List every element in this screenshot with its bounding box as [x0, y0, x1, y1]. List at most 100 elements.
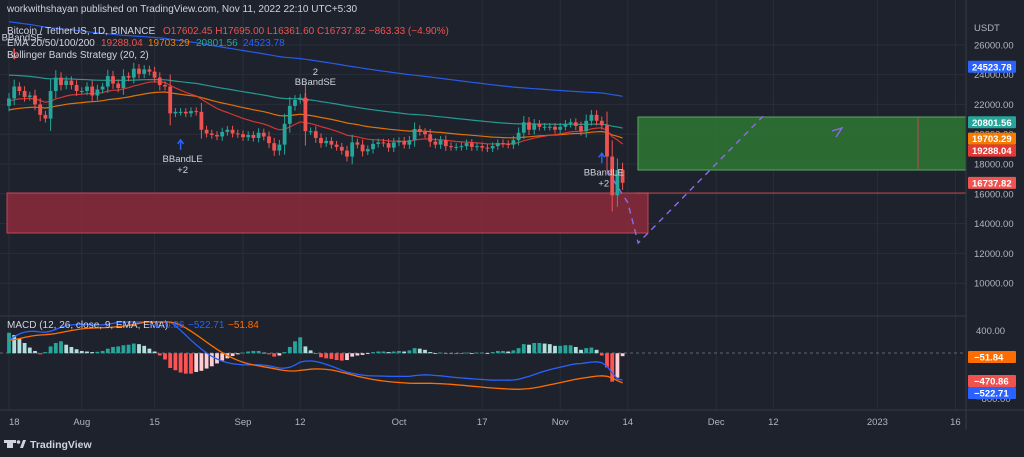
macd-histogram-bar [189, 353, 193, 374]
candle-body [246, 134, 251, 138]
macd-histogram-bar [527, 344, 531, 354]
candle-body [339, 146, 344, 151]
macd-histogram-bar [365, 353, 370, 355]
macd-histogram-bar [433, 353, 438, 355]
macd-histogram-bar [267, 353, 271, 355]
candle-body [542, 126, 547, 128]
macd-histogram-bar [168, 353, 173, 368]
macd-histogram-bar [417, 348, 422, 354]
candle-body [334, 144, 339, 147]
candle-body [215, 134, 219, 137]
candle-body [303, 97, 308, 132]
ema200-value: 24523.78 [243, 38, 285, 49]
candle-body [568, 122, 573, 124]
macd-histogram-bar [131, 343, 136, 354]
candle-body [287, 105, 292, 124]
macd-histogram-bar [537, 343, 542, 354]
price-tick-label: 18000.00 [974, 160, 1014, 171]
macd-histogram-bar [339, 353, 344, 361]
candle-body [547, 126, 552, 128]
macd-histogram-bar [22, 343, 27, 354]
price-badge [968, 60, 1016, 73]
ema20-line [8, 81, 623, 145]
macd-legend[interactable]: MACD (12, 26, close, 9, EMA, EMA) −470.8… [7, 320, 259, 331]
price-badge-value: 16737.82 [972, 178, 1012, 189]
annotation-label: BBandSE [2, 33, 43, 44]
candle-body [391, 142, 396, 148]
candle-body [194, 111, 199, 113]
candle-body [365, 149, 370, 152]
candle-body [454, 146, 459, 148]
macd-histogram-bar [287, 346, 292, 354]
price-axis: 10000.00 12000.00 14000.00 16000.00 18000.00… [974, 40, 1014, 289]
time-tick-label: 14 [623, 417, 634, 428]
macd-histogram-bar [199, 353, 204, 371]
macd-histogram-bar [293, 341, 297, 354]
ema20-value: 19288.04 [101, 38, 143, 49]
candle-body [501, 143, 505, 145]
macd-histogram-bar [220, 353, 225, 361]
candle-body [412, 128, 417, 141]
candle-body [469, 143, 474, 147]
candle-body [480, 146, 485, 148]
candle-body [381, 142, 386, 144]
candle-body [506, 143, 511, 145]
price-tick-label: 24000.00 [974, 70, 1014, 81]
time-tick-label: Sep [235, 417, 252, 428]
macd-histogram-bar [251, 350, 256, 354]
symbol-legend[interactable]: Bitcoin / TetherUS, 1D, BINANCE O17602.4… [7, 26, 449, 37]
candle-body [443, 140, 448, 147]
tradingview-footer[interactable]: TradingView [4, 439, 92, 451]
macd-line [8, 321, 623, 381]
price-tick-label: 14000.00 [974, 219, 1014, 230]
candle-body [573, 122, 578, 127]
macd-histogram-bar [423, 349, 427, 354]
candle-body [59, 77, 63, 86]
macd-histogram-bar [350, 353, 355, 357]
candle-body [386, 143, 391, 148]
candle-body [521, 122, 526, 133]
macd-badge-value: −470.86 [974, 377, 1009, 388]
macd-histogram-bar [204, 353, 209, 369]
candle-body [605, 125, 609, 157]
annotation-label: BBandLE [163, 154, 203, 165]
candle-body [64, 80, 69, 86]
macd-histogram-bar [313, 353, 318, 355]
macd-histogram-bar [230, 353, 235, 357]
price-tick-label: 26000.00 [974, 40, 1014, 51]
publish-line: workwithshayan published on TradingView.… [6, 4, 358, 15]
macd-histogram-bar [157, 353, 162, 356]
price-tick-label: 16000.00 [974, 189, 1014, 200]
ema-legend[interactable]: EMA 20/50/100/200 19288.04 19703.29 2080… [7, 38, 285, 49]
candle-body [48, 91, 53, 119]
candle-body [173, 111, 178, 114]
macd-histogram-bar [95, 351, 100, 354]
macd-legend-macd: −470.86 [148, 320, 185, 331]
bollinger-legend[interactable]: Bollinger Bands Strategy (20, 2) [7, 50, 149, 61]
candle-body [553, 126, 557, 130]
time-tick-label: Aug [73, 417, 90, 428]
candle-body [376, 142, 381, 144]
macd-histogram-bar [334, 353, 339, 361]
signal-line [8, 321, 623, 390]
macd-histogram-bar [553, 345, 557, 354]
target-zone [637, 116, 967, 171]
price-badge-value: 20801.56 [972, 118, 1012, 129]
candle-body [532, 123, 537, 130]
macd-histogram-bar [469, 353, 474, 355]
macd-histogram-bar [48, 346, 53, 354]
candle-body [131, 68, 136, 78]
candle-body [137, 68, 141, 74]
candle-body [204, 129, 209, 134]
buy-arrow-icon [177, 138, 185, 150]
macd-histogram-bar [386, 352, 391, 354]
time-tick-label: 12 [768, 417, 779, 428]
time-tick-label: 2023 [867, 417, 888, 428]
candle-body [241, 134, 245, 138]
macd-histogram-bar [12, 335, 17, 354]
macd-histogram-bar [121, 345, 126, 354]
macd-histogram-bar [360, 353, 365, 355]
macd-histogram-bar [178, 353, 183, 373]
candle-body [90, 86, 95, 96]
